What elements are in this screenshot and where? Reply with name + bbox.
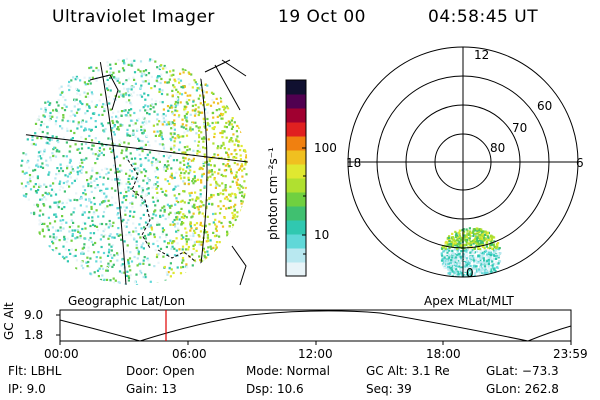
status-ip: IP: 9.0	[8, 382, 46, 396]
left-panel-caption: Geographic Lat/Lon	[68, 294, 186, 308]
status-seq: Seq: 39	[366, 382, 412, 396]
status-mode: Mode: Normal	[246, 364, 330, 378]
altitude-xtick-4: 23:59	[553, 347, 588, 361]
colorbar-unit-label: photon cm⁻²s⁻¹	[266, 147, 280, 240]
polar-label-18: 18	[346, 156, 362, 170]
altitude-xtick-0: 00:00	[44, 347, 79, 361]
altitude-xtick-1: 06:00	[172, 347, 207, 361]
altitude-plot	[56, 309, 572, 345]
status-gc-alt: GC Alt: 3.1 Re	[366, 364, 450, 378]
date-label: 19 Oct 00	[278, 7, 366, 27]
right-panel-caption: Apex MLat/MLT	[424, 294, 514, 308]
polar-ring-60: 60	[537, 99, 553, 113]
altitude-ytick-high: 9.0	[24, 308, 44, 322]
time-label: 04:58:45 UT	[428, 7, 539, 27]
polar-ring-70: 70	[512, 121, 528, 135]
polar-plot	[347, 46, 579, 278]
status-dsp: Dsp: 10.6	[246, 382, 304, 396]
status-gain: Gain: 13	[126, 382, 177, 396]
status-flt: Flt: LBHL	[8, 364, 62, 378]
auroral-oval	[440, 227, 502, 277]
polar-label-0: 0	[466, 266, 474, 280]
polar-ring-80: 80	[490, 141, 506, 155]
emission-speckle	[20, 57, 248, 285]
colorbar-tick-10: 10	[314, 228, 330, 242]
altitude-ytick-low: 1.8	[24, 328, 44, 342]
status-glon: GLon: 262.8	[486, 382, 559, 396]
geographic-image	[20, 57, 248, 286]
altitude-xtick-2: 12:00	[298, 347, 333, 361]
polar-label-12: 12	[474, 48, 490, 62]
colorbar	[285, 79, 307, 277]
colorbar-tick-100: 100	[314, 141, 337, 155]
altitude-ylabel: GC Alt	[2, 302, 16, 340]
status-door: Door: Open	[126, 364, 195, 378]
status-glat: GLat: −73.3	[486, 364, 559, 378]
polar-label-6: 6	[576, 156, 584, 170]
altitude-xtick-3: 18:00	[426, 347, 461, 361]
instrument-title: Ultraviolet Imager	[52, 7, 215, 27]
